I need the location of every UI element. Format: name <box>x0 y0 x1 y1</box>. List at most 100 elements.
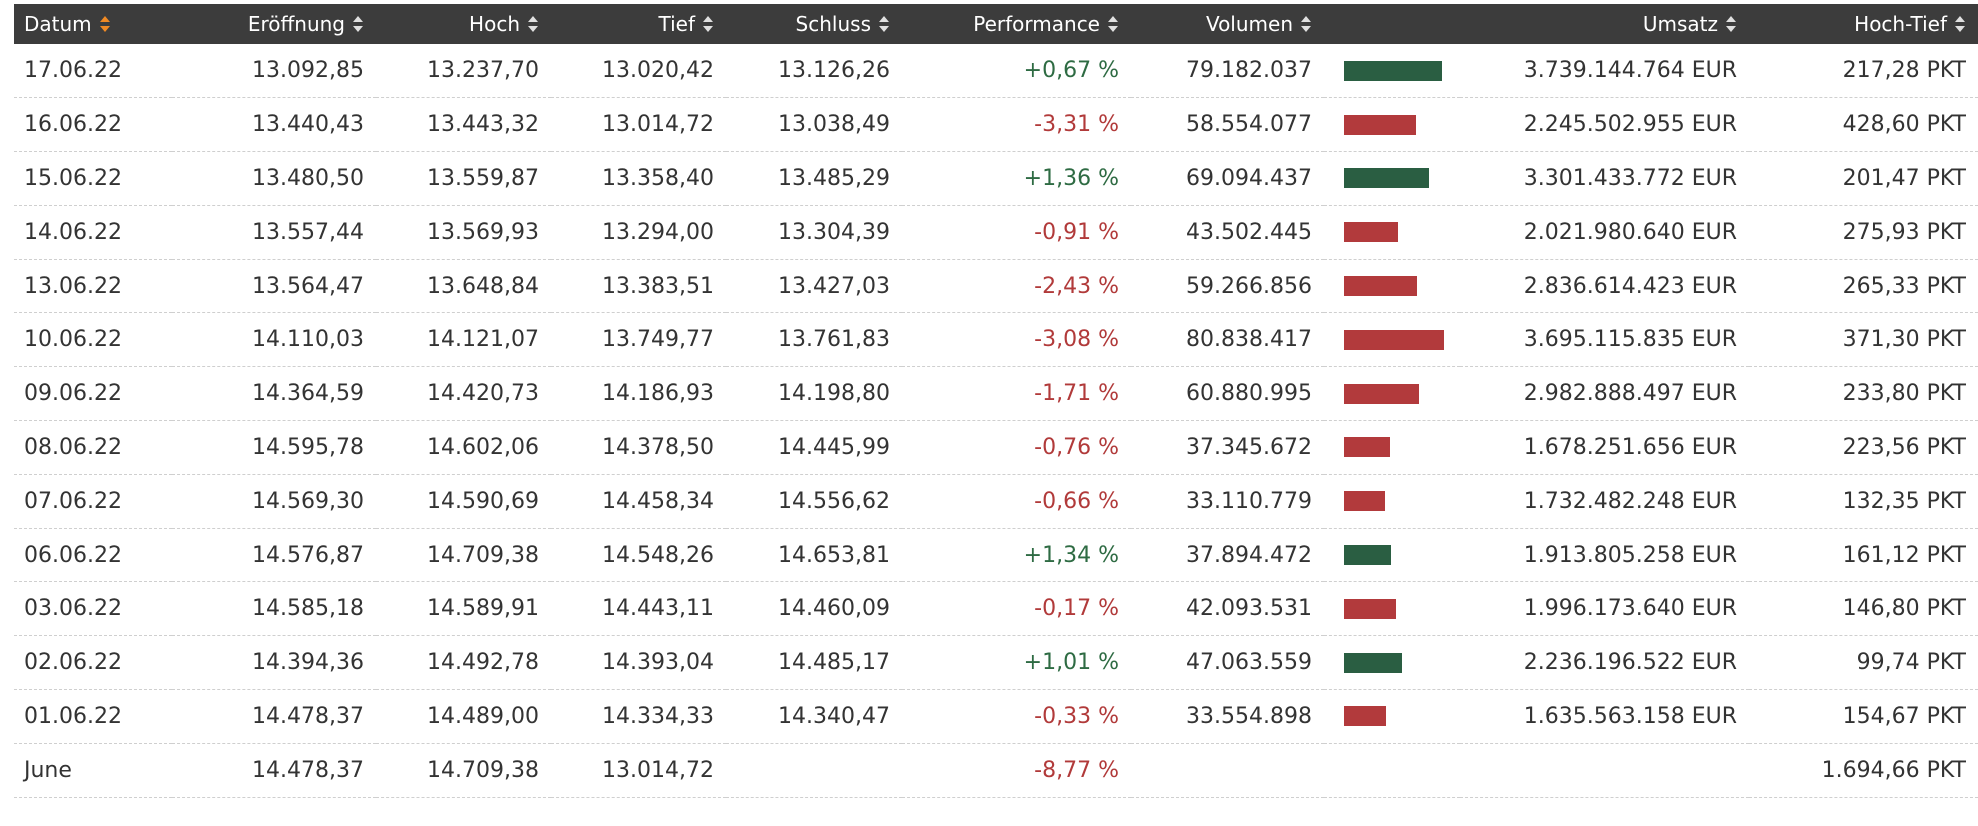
volume-bar-cell <box>1324 421 1460 475</box>
cell-schluss: 14.198,80 <box>778 381 890 407</box>
cell-performance: +0,67 % <box>1023 58 1119 84</box>
cell-volumen: 37.345.672 <box>1186 434 1312 460</box>
volume-bar-cell <box>1324 152 1460 206</box>
column-header-label: Tief <box>658 12 695 36</box>
cell-volumen: 43.502.445 <box>1186 219 1312 245</box>
sort-icon <box>1108 15 1119 33</box>
cell-tief: 14.548,26 <box>602 542 714 568</box>
volume-bar <box>1344 706 1386 727</box>
cell-tief: 14.378,50 <box>602 434 714 460</box>
cell-schluss: 14.445,99 <box>778 434 890 460</box>
cell-tief: 13.383,51 <box>602 273 714 299</box>
cell-schluss: 13.304,39 <box>778 219 890 245</box>
cell-eroeffnung: 14.394,36 <box>252 650 364 676</box>
cell-hoch-tief: 99,74 PKT <box>1856 650 1966 676</box>
cell-datum: 08.06.22 <box>24 434 122 460</box>
cell-schluss: 14.485,17 <box>778 650 890 676</box>
cell-volumen: 59.266.856 <box>1186 273 1312 299</box>
cell-hoch-tief: 154,67 PKT <box>1842 703 1966 729</box>
cell-volumen: 42.093.531 <box>1186 596 1312 622</box>
price-history-table-container: Datum Eröffnung Hoch Tief Schluss Perfor… <box>14 4 1978 798</box>
cell-datum: 03.06.22 <box>24 596 122 622</box>
table-row: 03.06.22 14.585,18 14.589,91 14.443,11 14.46… <box>14 582 1978 636</box>
table-row: 14.06.22 13.557,44 13.569,93 13.294,00 13.30… <box>14 205 1978 260</box>
sort-active-icon <box>99 15 111 33</box>
table-row: 09.06.22 14.364,59 14.420,73 14.186,93 14.19… <box>14 367 1978 421</box>
volume-bar-cell <box>1324 636 1460 690</box>
cell-volumen: 60.880.995 <box>1186 381 1312 407</box>
cell-hoch: 13.443,32 <box>427 112 539 138</box>
cell-umsatz: 1.996.173.640 EUR <box>1523 596 1737 622</box>
cell-eroeffnung: 13.480,50 <box>252 165 364 191</box>
cell-eroeffnung: 14.364,59 <box>252 381 364 407</box>
column-header-volumen[interactable]: Volumen <box>1131 4 1324 44</box>
column-header-tief[interactable]: Tief <box>551 4 726 44</box>
sort-icon <box>353 15 364 33</box>
column-header-umsatz[interactable]: Umsatz <box>1460 4 1749 44</box>
cell-schluss: 14.556,62 <box>778 488 890 514</box>
cell-eroeffnung: 13.564,47 <box>252 273 364 299</box>
cell-umsatz: 3.739.144.764 EUR <box>1523 58 1737 84</box>
cell-tief: 14.393,04 <box>602 650 714 676</box>
cell-umsatz: 3.695.115.835 EUR <box>1523 327 1737 353</box>
column-header-label: Hoch-Tief <box>1854 12 1947 36</box>
cell-schluss: 13.126,26 <box>778 58 890 84</box>
cell-performance: -0,76 % <box>1034 434 1119 460</box>
volume-bar-cell <box>1324 98 1460 152</box>
cell-hoch: 14.489,00 <box>427 703 539 729</box>
volume-bar-cell <box>1324 44 1460 98</box>
price-history-table: Datum Eröffnung Hoch Tief Schluss Perfor… <box>14 4 1978 798</box>
column-header-performance[interactable]: Performance <box>902 4 1131 44</box>
volume-bar-cell <box>1324 474 1460 528</box>
cell-tief: 13.749,77 <box>602 327 714 353</box>
cell-datum: 10.06.22 <box>24 327 122 353</box>
volume-bar-cell <box>1324 259 1460 313</box>
sort-icon <box>1955 15 1966 33</box>
column-header-eroeffnung[interactable]: Eröffnung <box>172 4 376 44</box>
volume-bar-cell <box>1324 528 1460 582</box>
column-header-label: Hoch <box>469 12 520 36</box>
cell-hoch: 13.569,93 <box>427 219 539 245</box>
column-header-schluss[interactable]: Schluss <box>726 4 902 44</box>
cell-performance: +1,01 % <box>1023 650 1119 676</box>
cell-schluss: 14.653,81 <box>778 542 890 568</box>
cell-schluss: 13.761,83 <box>778 327 890 353</box>
volume-bar <box>1344 383 1419 404</box>
cell-eroeffnung: 13.092,85 <box>252 58 364 84</box>
cell-eroeffnung: 14.569,30 <box>252 488 364 514</box>
volume-bar <box>1344 329 1444 350</box>
cell-umsatz: 2.836.614.423 EUR <box>1523 273 1737 299</box>
cell-hoch-tief: 233,80 PKT <box>1842 381 1966 407</box>
cell-datum: 06.06.22 <box>24 542 122 568</box>
column-header-label: Volumen <box>1205 12 1293 36</box>
cell-performance: -0,17 % <box>1034 596 1119 622</box>
cell-volumen: 47.063.559 <box>1186 650 1312 676</box>
cell-hoch: 13.648,84 <box>427 273 539 299</box>
volume-bar-cell <box>1324 690 1460 744</box>
cell-hoch: 14.709,38 <box>427 757 539 783</box>
cell-performance: -0,66 % <box>1034 488 1119 514</box>
cell-schluss <box>726 743 902 797</box>
cell-tief: 14.458,34 <box>602 488 714 514</box>
cell-umsatz: 1.732.482.248 EUR <box>1523 488 1737 514</box>
table-row: 16.06.22 13.440,43 13.443,32 13.014,72 13.03… <box>14 98 1978 152</box>
cell-datum: 02.06.22 <box>24 650 122 676</box>
cell-datum: 07.06.22 <box>24 488 122 514</box>
cell-schluss: 13.485,29 <box>778 165 890 191</box>
cell-eroeffnung: 14.478,37 <box>252 703 364 729</box>
volume-bar-cell <box>1324 313 1460 367</box>
column-header-datum[interactable]: Datum <box>14 4 172 44</box>
cell-hoch: 13.237,70 <box>427 58 539 84</box>
column-header-hoch[interactable]: Hoch <box>376 4 551 44</box>
table-row: 10.06.22 14.110,03 14.121,07 13.749,77 13.76… <box>14 313 1978 367</box>
cell-umsatz: 2.982.888.497 EUR <box>1523 381 1737 407</box>
cell-datum: 14.06.22 <box>24 219 122 245</box>
cell-hoch-tief: 265,33 PKT <box>1842 273 1966 299</box>
column-header-hoch-tief[interactable]: Hoch-Tief <box>1749 4 1978 44</box>
table-row: 07.06.22 14.569,30 14.590,69 14.458,34 14.55… <box>14 474 1978 529</box>
cell-performance: -3,08 % <box>1034 327 1119 353</box>
cell-eroeffnung: 14.478,37 <box>252 757 364 783</box>
cell-performance: -0,33 % <box>1034 703 1119 729</box>
table-body: 17.06.22 13.092,85 13.237,70 13.020,42 13.12… <box>14 44 1978 798</box>
cell-eroeffnung: 13.440,43 <box>252 112 364 138</box>
